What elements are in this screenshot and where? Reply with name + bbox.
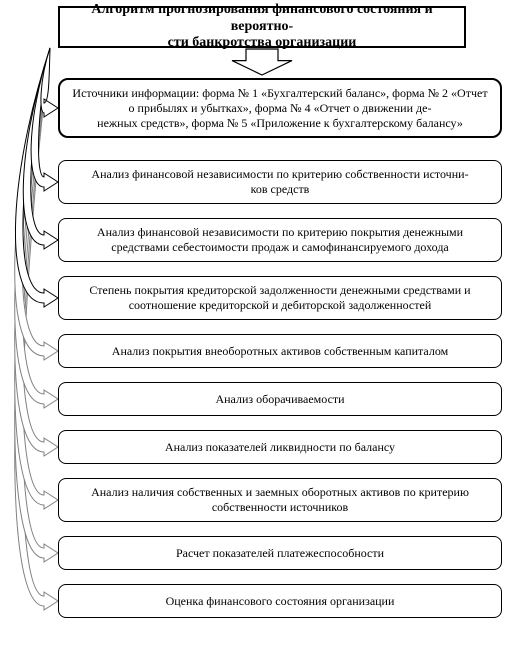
step-box-2: Анализ финансовой независимости по крите… <box>58 218 502 262</box>
down-arrow-icon <box>230 48 294 76</box>
step-box-6: Анализ показателей ликвидности по баланс… <box>58 430 502 464</box>
step-text-6: Анализ показателей ликвидности по баланс… <box>165 440 395 455</box>
curved-arrow <box>15 48 58 509</box>
step-box-5: Анализ оборачиваемости <box>58 382 502 416</box>
curved-arrow <box>15 48 58 456</box>
algorithm-title-box: Алгоритм прогнозирования финансового сос… <box>58 6 466 48</box>
curved-arrow <box>15 48 58 610</box>
sources-text: Источники информации: форма № 1 «Бухгалт… <box>70 86 490 131</box>
step-box-1: Анализ финансовой независимости по крите… <box>58 160 502 204</box>
step-text-1: Анализ финансовой независимости по крите… <box>91 167 468 197</box>
curved-arrow <box>41 48 58 117</box>
sources-box: Источники информации: форма № 1 «Бухгалт… <box>58 78 502 138</box>
step-text-5: Анализ оборачиваемости <box>215 392 344 407</box>
curved-arrow <box>15 48 58 360</box>
algorithm-title-text: Алгоритм прогнозирования финансового сос… <box>68 2 456 52</box>
step-text-3: Степень покрытия кредиторской задолженно… <box>69 283 491 313</box>
curved-arrow <box>15 48 58 307</box>
step-text-9: Оценка финансового состояния организации <box>166 594 395 609</box>
step-box-3: Степень покрытия кредиторской задолженно… <box>58 276 502 320</box>
curved-arrow <box>15 48 58 562</box>
step-box-9: Оценка финансового состояния организации <box>58 584 502 618</box>
curved-arrow <box>31 48 58 191</box>
curved-arrow <box>15 48 58 408</box>
step-text-2: Анализ финансовой независимости по крите… <box>69 225 491 255</box>
curved-arrow <box>23 48 58 249</box>
step-box-7: Анализ наличия собственных и заемных обо… <box>58 478 502 522</box>
step-box-8: Расчет показателей платежеспособности <box>58 536 502 570</box>
step-text-4: Анализ покрытия внеоборотных активов соб… <box>112 344 448 359</box>
step-text-7: Анализ наличия собственных и заемных обо… <box>69 485 491 515</box>
step-text-8: Расчет показателей платежеспособности <box>176 546 384 561</box>
step-box-4: Анализ покрытия внеоборотных активов соб… <box>58 334 502 368</box>
